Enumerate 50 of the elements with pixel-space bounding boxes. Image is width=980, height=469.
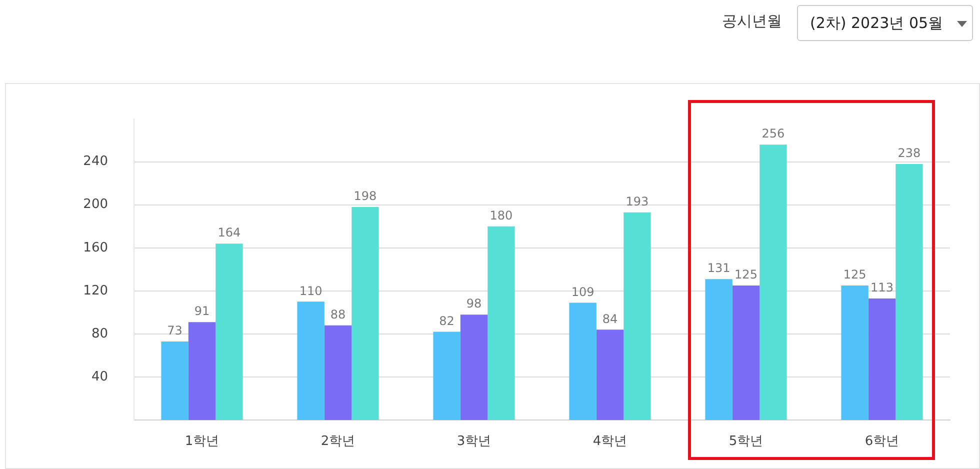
data-label: 125 — [843, 268, 866, 282]
data-label: 131 — [707, 261, 730, 276]
x-tick-label: 3학년 — [456, 434, 492, 450]
bar — [161, 341, 188, 420]
bar — [569, 302, 596, 420]
bar — [841, 286, 868, 420]
bar — [352, 207, 379, 420]
bar — [624, 212, 651, 420]
data-label: 73 — [167, 324, 182, 338]
data-label: 88 — [330, 307, 346, 322]
data-label: 198 — [354, 189, 377, 204]
bar — [297, 302, 324, 420]
y-tick-label: 160 — [83, 240, 108, 256]
data-label: 110 — [299, 284, 322, 298]
data-label: 98 — [466, 296, 482, 311]
data-label: 82 — [439, 314, 454, 328]
text: (2차) 2023년 05월 — [797, 5, 973, 41]
data-label: 256 — [762, 126, 785, 141]
bar — [324, 325, 352, 420]
data-label: 238 — [898, 146, 921, 160]
data-label: 91 — [194, 304, 210, 318]
bar — [188, 322, 216, 420]
y-tick-label: 120 — [83, 283, 108, 298]
bar — [896, 164, 923, 420]
data-label: 193 — [626, 194, 649, 209]
data-label: 113 — [870, 280, 894, 295]
y-tick-label: 200 — [83, 197, 108, 212]
bar — [705, 279, 732, 420]
data-label: 109 — [571, 284, 594, 299]
bar — [868, 298, 896, 420]
data-label: 164 — [218, 226, 241, 240]
x-tick-label: 2학년 — [320, 434, 356, 450]
bar — [732, 286, 760, 420]
x-tick-label: 6학년 — [864, 434, 900, 450]
bar — [596, 330, 624, 420]
x-tick-label: 4학년 — [592, 434, 628, 450]
bar — [216, 244, 243, 420]
y-tick-label: 240 — [83, 154, 108, 170]
y-tick-label: 40 — [91, 369, 108, 384]
bar — [460, 314, 488, 420]
bar — [760, 144, 787, 420]
x-tick-label: 5학년 — [728, 434, 764, 450]
data-label: 180 — [490, 208, 513, 222]
y-tick-label: 80 — [91, 326, 108, 342]
x-tick-label: 1학년 — [184, 434, 220, 450]
bar — [433, 332, 460, 420]
data-label: 125 — [734, 268, 758, 282]
bar — [488, 226, 515, 420]
data-label: 84 — [602, 312, 618, 326]
text: 공시년월 — [722, 12, 782, 31]
